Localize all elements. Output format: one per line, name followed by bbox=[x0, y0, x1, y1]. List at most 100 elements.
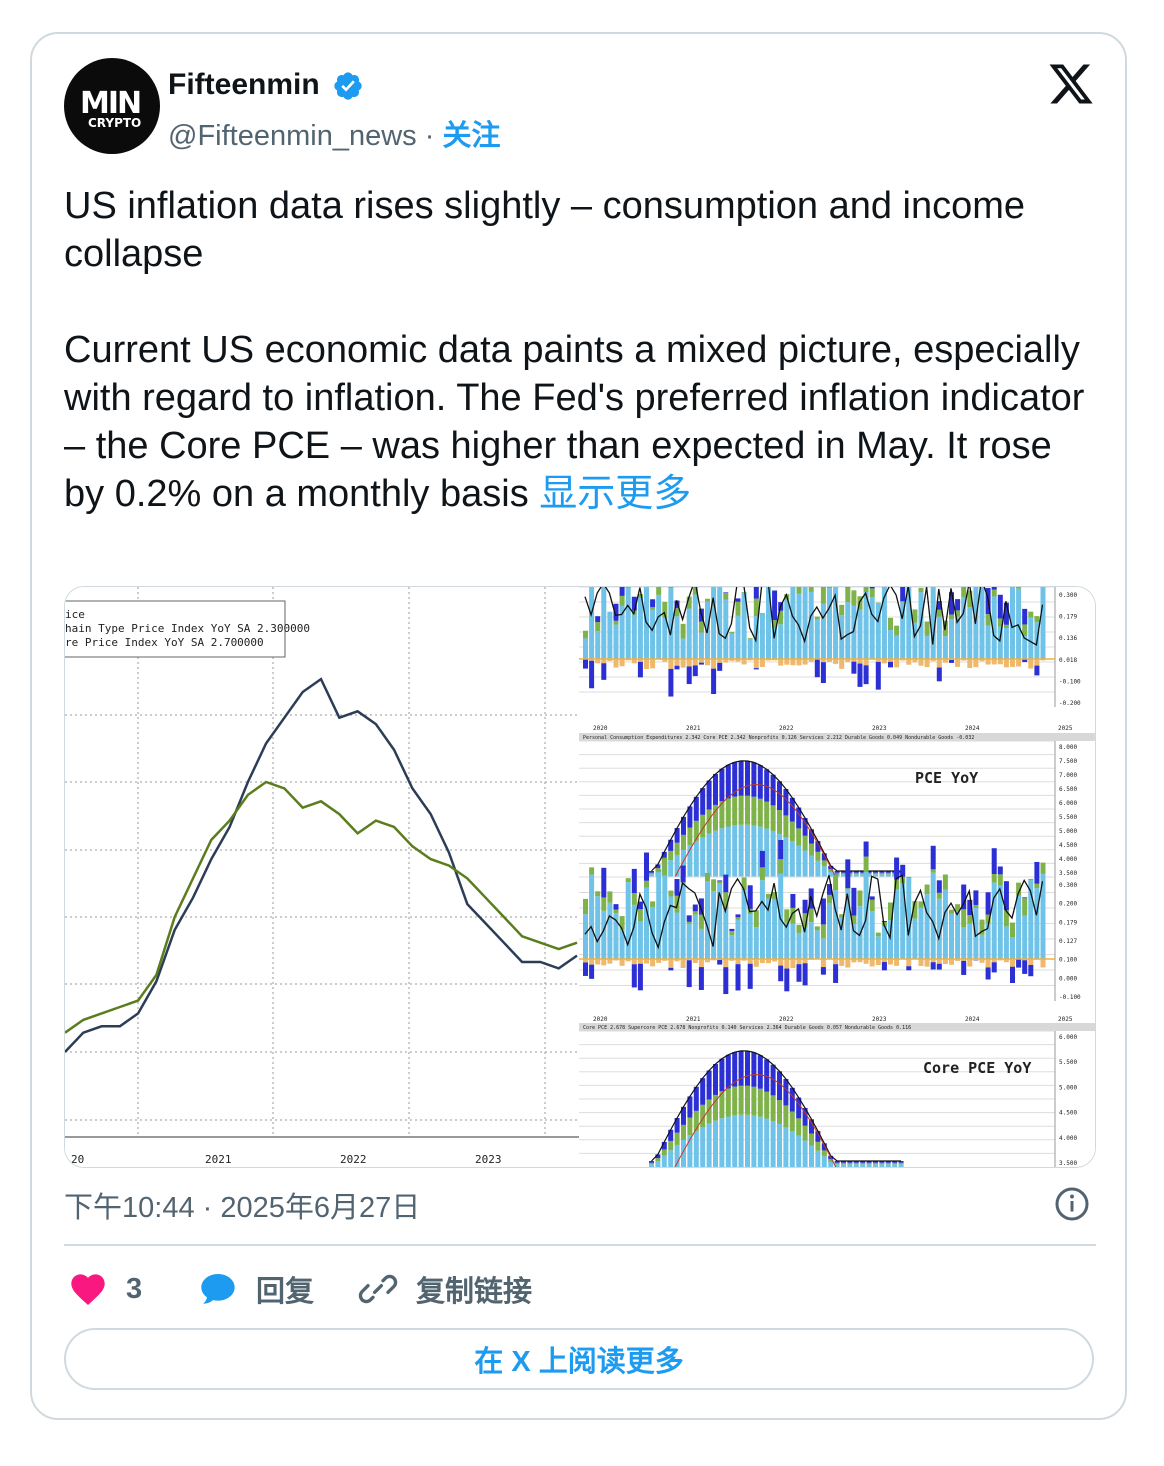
bar bbox=[1016, 882, 1022, 896]
bar bbox=[741, 592, 747, 659]
bar bbox=[729, 931, 735, 936]
bar bbox=[717, 662, 723, 671]
bar bbox=[759, 880, 765, 959]
bar bbox=[866, 1162, 872, 1165]
bar bbox=[662, 875, 668, 959]
bar bbox=[834, 1164, 840, 1167]
bar bbox=[955, 959, 961, 961]
bar bbox=[809, 829, 814, 844]
bar bbox=[1034, 883, 1040, 889]
bar bbox=[853, 1164, 859, 1167]
bar bbox=[860, 1162, 866, 1165]
info-icon[interactable] bbox=[1054, 1186, 1090, 1222]
x-logo-icon[interactable] bbox=[1047, 60, 1095, 108]
bar bbox=[821, 853, 827, 861]
reply-button[interactable]: 回复 bbox=[198, 1264, 314, 1314]
bar bbox=[729, 631, 735, 634]
bar bbox=[885, 872, 891, 875]
bar bbox=[601, 659, 607, 664]
bar bbox=[839, 659, 845, 669]
bar bbox=[961, 596, 967, 659]
y-tick-label: 4.500 bbox=[1059, 842, 1077, 849]
bar bbox=[888, 661, 893, 668]
bar bbox=[649, 1164, 654, 1167]
bar bbox=[649, 1162, 654, 1165]
bar bbox=[680, 659, 686, 668]
show-more-link[interactable]: 显示更多 bbox=[539, 473, 692, 515]
bar bbox=[936, 601, 942, 610]
bar bbox=[936, 898, 942, 959]
bar bbox=[863, 659, 869, 666]
bar bbox=[766, 893, 771, 899]
author-name[interactable]: Fifteenmin bbox=[168, 68, 320, 101]
bar bbox=[873, 1164, 878, 1167]
x-tick-label: 2021 bbox=[205, 1153, 232, 1166]
bar bbox=[991, 659, 997, 665]
bar bbox=[674, 665, 680, 670]
bar bbox=[637, 661, 643, 678]
bar bbox=[766, 959, 771, 964]
bar bbox=[668, 959, 674, 968]
bar bbox=[686, 596, 692, 609]
bar bbox=[687, 1117, 693, 1136]
y-tick-label: 5.500 bbox=[1059, 1059, 1077, 1066]
bar bbox=[777, 1123, 782, 1167]
bar bbox=[845, 859, 851, 889]
bar bbox=[717, 587, 723, 659]
bar bbox=[997, 594, 1003, 619]
bar bbox=[738, 760, 744, 796]
bar bbox=[764, 828, 770, 877]
bar bbox=[873, 872, 878, 875]
bar bbox=[894, 857, 900, 880]
bar bbox=[936, 892, 942, 899]
bar bbox=[738, 1114, 744, 1167]
bar bbox=[936, 667, 942, 682]
bar bbox=[668, 896, 674, 959]
bar bbox=[841, 1164, 846, 1167]
bar bbox=[857, 663, 863, 687]
bar bbox=[681, 849, 686, 877]
bar bbox=[1028, 959, 1034, 965]
follow-button[interactable]: 关注 bbox=[442, 120, 501, 152]
bar bbox=[985, 659, 991, 665]
bar bbox=[693, 1086, 699, 1111]
read-more-button[interactable]: 在 X 上阅读更多 bbox=[64, 1328, 1094, 1390]
avatar[interactable]: MIN CRYPTO bbox=[64, 58, 160, 154]
tweet-timestamp[interactable]: 下午10:44 · 2025年6月27日 bbox=[64, 1192, 421, 1224]
bar bbox=[783, 1079, 789, 1106]
bar bbox=[961, 659, 967, 661]
bar bbox=[747, 913, 753, 959]
bar bbox=[738, 1050, 744, 1086]
bar bbox=[839, 917, 845, 959]
bar bbox=[625, 878, 631, 883]
bar bbox=[967, 607, 973, 659]
author-handle[interactable]: @Fifteenmin_news bbox=[168, 120, 417, 152]
bar bbox=[802, 818, 808, 836]
bar bbox=[650, 901, 656, 908]
like-button[interactable]: 3 bbox=[68, 1264, 142, 1314]
y-tick-label: 0.300 bbox=[1059, 882, 1077, 889]
bar bbox=[847, 1162, 853, 1165]
bar bbox=[784, 909, 790, 923]
bar bbox=[857, 959, 863, 963]
y-tick-label: 0.127 bbox=[1059, 938, 1077, 945]
bar bbox=[857, 609, 863, 659]
bar bbox=[1034, 888, 1040, 959]
bar bbox=[674, 600, 680, 609]
bar bbox=[619, 595, 625, 606]
bar bbox=[751, 1115, 757, 1167]
bar bbox=[783, 1127, 789, 1167]
bar bbox=[875, 936, 881, 959]
tweet-media[interactable]: 20 2021 2022 2023 ice hain Type Price Index Y… bbox=[64, 586, 1096, 1168]
bar bbox=[681, 1124, 686, 1140]
legend-entry: re Price Index YoY SA 2.700000 bbox=[65, 636, 264, 649]
bar bbox=[759, 613, 765, 659]
x-tick-label: 2020 bbox=[593, 725, 608, 732]
bar bbox=[828, 1159, 834, 1162]
bar bbox=[770, 805, 776, 831]
bar bbox=[869, 896, 875, 900]
bar bbox=[595, 896, 601, 959]
copy-link-button[interactable]: 复制链接 bbox=[358, 1264, 532, 1314]
bar bbox=[888, 902, 893, 921]
bar bbox=[674, 659, 680, 666]
